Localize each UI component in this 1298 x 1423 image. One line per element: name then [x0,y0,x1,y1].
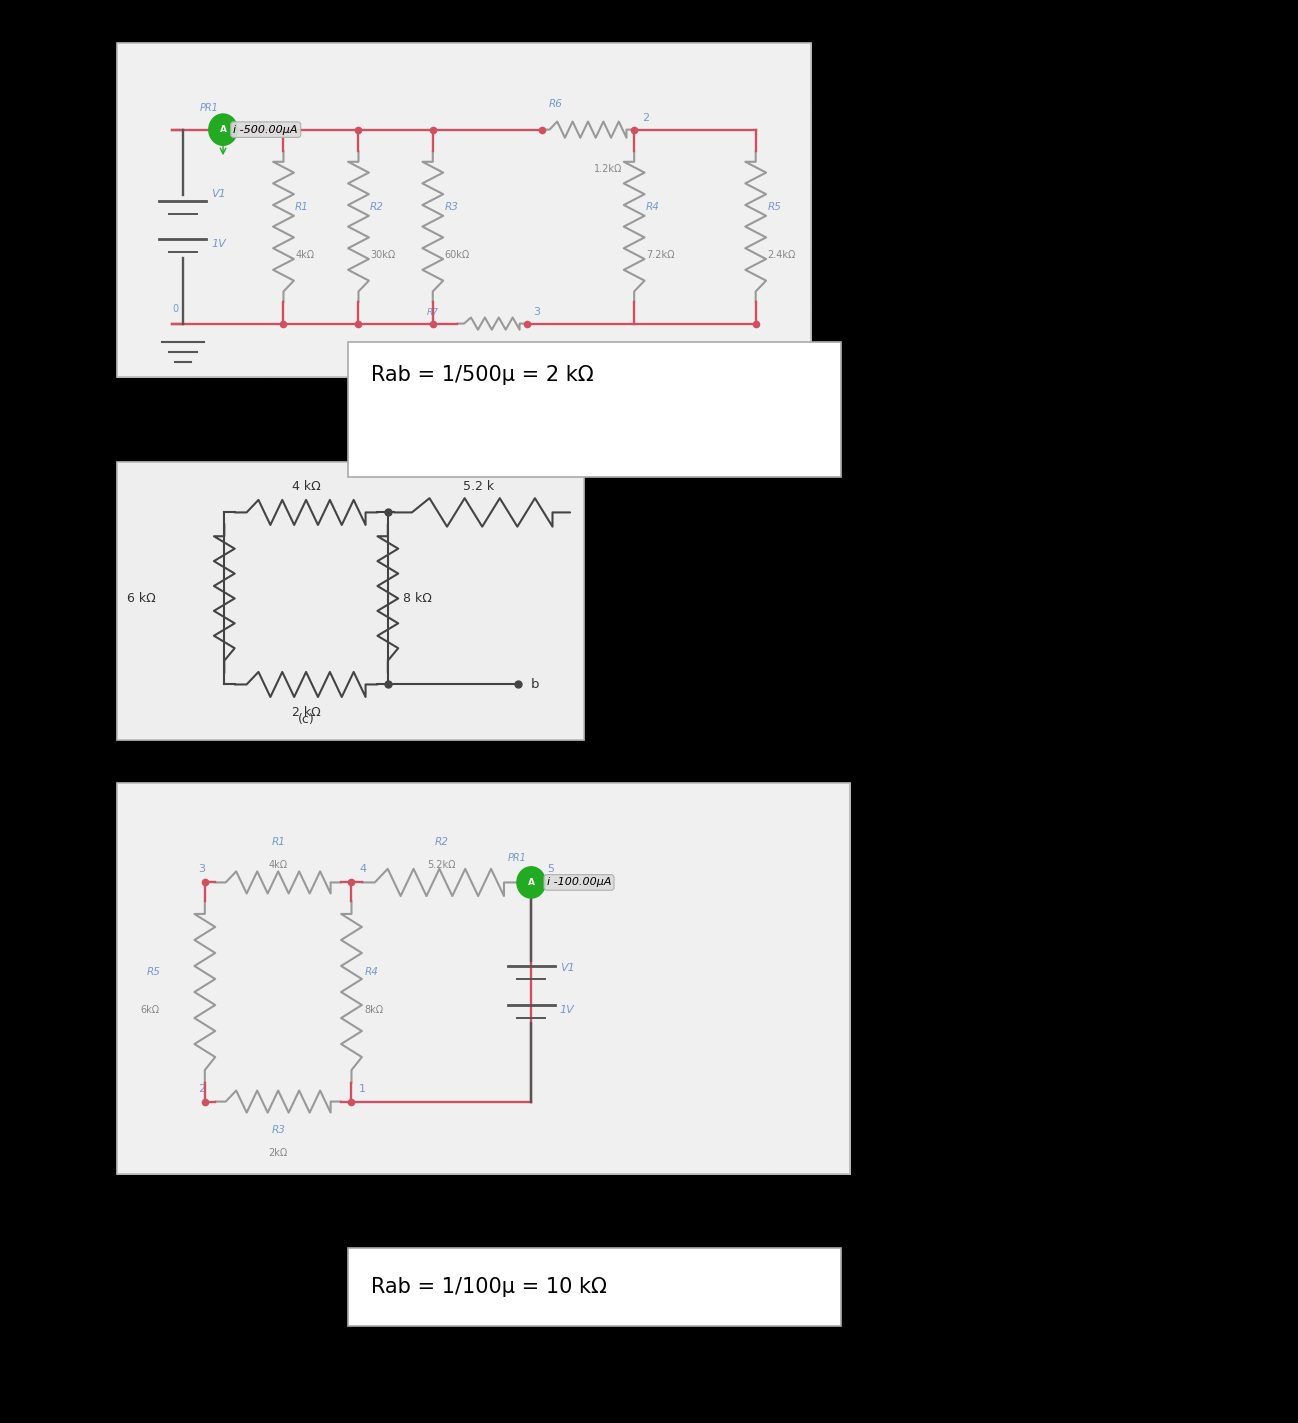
Text: PR1: PR1 [508,854,527,864]
Text: Rab = 1/500μ = 2 kΩ: Rab = 1/500μ = 2 kΩ [371,366,594,386]
Text: 5.2kΩ: 5.2kΩ [427,861,456,871]
Text: Rab = 1/100μ = 10 kΩ: Rab = 1/100μ = 10 kΩ [371,1276,607,1298]
Text: R2: R2 [435,838,448,848]
FancyBboxPatch shape [117,462,584,740]
Text: 1V: 1V [559,1006,575,1016]
Text: 4kΩ: 4kΩ [269,861,288,871]
Text: 2kΩ: 2kΩ [479,356,498,366]
Text: R7: R7 [426,307,439,317]
Text: i -100.00μA: i -100.00μA [546,878,611,888]
Circle shape [517,867,545,898]
Text: R1: R1 [271,838,286,848]
Text: R2: R2 [370,202,384,212]
Text: R1: R1 [295,202,309,212]
Text: R4: R4 [365,968,378,978]
Text: PR1: PR1 [200,102,218,114]
Text: 3: 3 [533,307,540,317]
Text: 8 kΩ: 8 kΩ [404,592,432,605]
Text: 2.4kΩ: 2.4kΩ [767,250,796,260]
Text: b: b [531,677,539,692]
Text: 6 kΩ: 6 kΩ [127,592,156,605]
Text: 7.2kΩ: 7.2kΩ [646,250,675,260]
Text: 2: 2 [643,112,649,124]
Text: 2kΩ: 2kΩ [269,1148,288,1158]
Text: 1V: 1V [212,239,226,249]
FancyBboxPatch shape [117,783,850,1174]
Text: R5: R5 [147,968,160,978]
Text: 6kΩ: 6kΩ [140,1006,160,1016]
FancyBboxPatch shape [117,43,811,377]
FancyBboxPatch shape [348,342,841,477]
Text: V1: V1 [559,963,575,973]
Circle shape [209,114,238,145]
Text: 60kΩ: 60kΩ [444,250,470,260]
Text: 4: 4 [360,865,366,875]
Text: 1.2kΩ: 1.2kΩ [593,164,622,175]
Text: R4: R4 [646,202,659,212]
Text: R6: R6 [548,98,562,110]
Text: A: A [219,125,227,134]
Text: 5.2 k: 5.2 k [463,480,495,492]
Text: 0: 0 [173,305,179,314]
Text: 30kΩ: 30kΩ [370,250,396,260]
Text: V1: V1 [212,188,226,199]
Text: R3: R3 [444,202,458,212]
Text: i -500.00μA: i -500.00μA [234,125,299,135]
Text: 4kΩ: 4kΩ [295,250,314,260]
Text: 5: 5 [546,865,554,875]
Text: 3: 3 [199,865,205,875]
FancyBboxPatch shape [348,1248,841,1326]
Text: 4 kΩ: 4 kΩ [292,480,321,492]
Text: A: A [528,878,535,887]
Text: R5: R5 [767,202,781,212]
Text: 2: 2 [199,1084,205,1094]
Text: (c): (c) [297,713,314,726]
Text: 1: 1 [360,1084,366,1094]
Text: 8kΩ: 8kΩ [365,1006,384,1016]
Text: R3: R3 [271,1126,286,1136]
Text: 2 kΩ: 2 kΩ [292,706,321,719]
